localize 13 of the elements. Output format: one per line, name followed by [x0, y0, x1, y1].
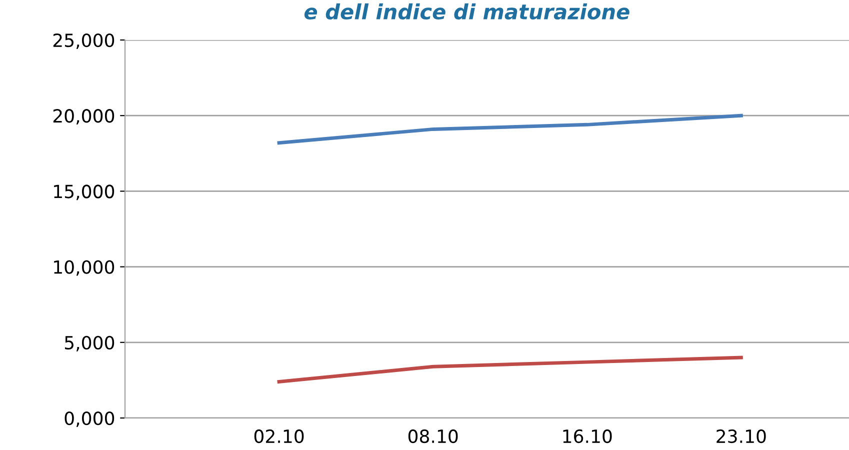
- y-tick-label: 0,000: [64, 411, 114, 427]
- line-series: [277, 356, 743, 384]
- y-tick-label: 10,000: [54, 260, 114, 276]
- x-tick-label: 23.10: [716, 429, 766, 444]
- y-tick-label: 20,000: [53, 109, 114, 125]
- chart-title: e dell indice di maturazione: [304, 3, 630, 20]
- x-tick-label: 16.10: [563, 429, 612, 444]
- y-tick-label: 15,000: [54, 184, 114, 200]
- x-tick-label: 08.10: [408, 429, 458, 444]
- y-tick-label: 25,000: [53, 33, 114, 49]
- x-tick-label: 02.10: [254, 429, 304, 444]
- line-series: [277, 114, 743, 145]
- y-tick-label: 5,000: [64, 336, 114, 352]
